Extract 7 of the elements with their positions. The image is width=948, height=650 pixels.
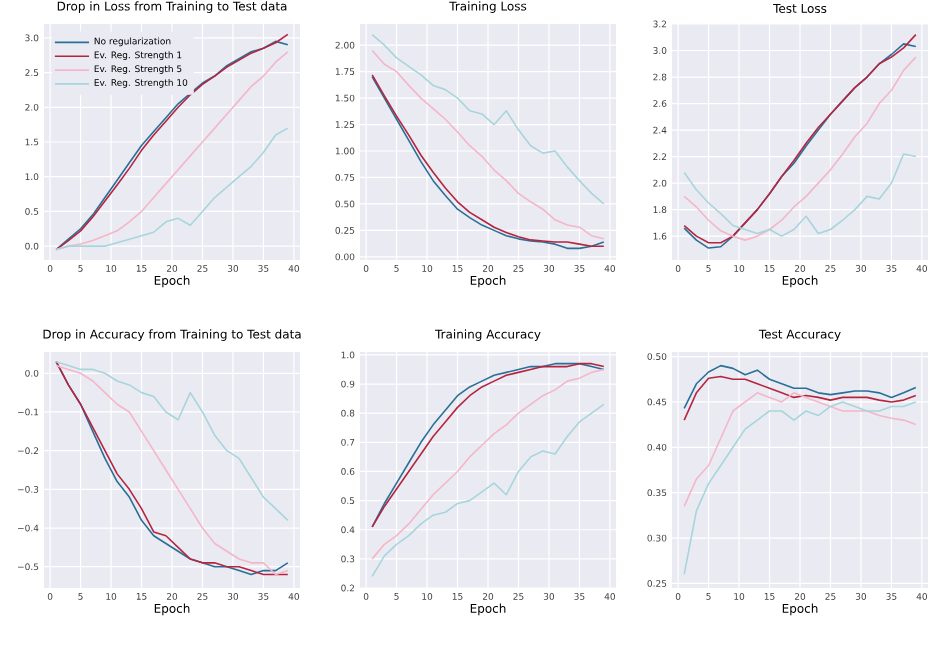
line-series — [55, 360, 289, 522]
line-series — [371, 403, 605, 578]
line-series — [683, 153, 917, 237]
line-series — [683, 401, 917, 576]
line-series — [683, 364, 917, 410]
line-series — [371, 33, 605, 205]
line-series — [371, 49, 605, 240]
